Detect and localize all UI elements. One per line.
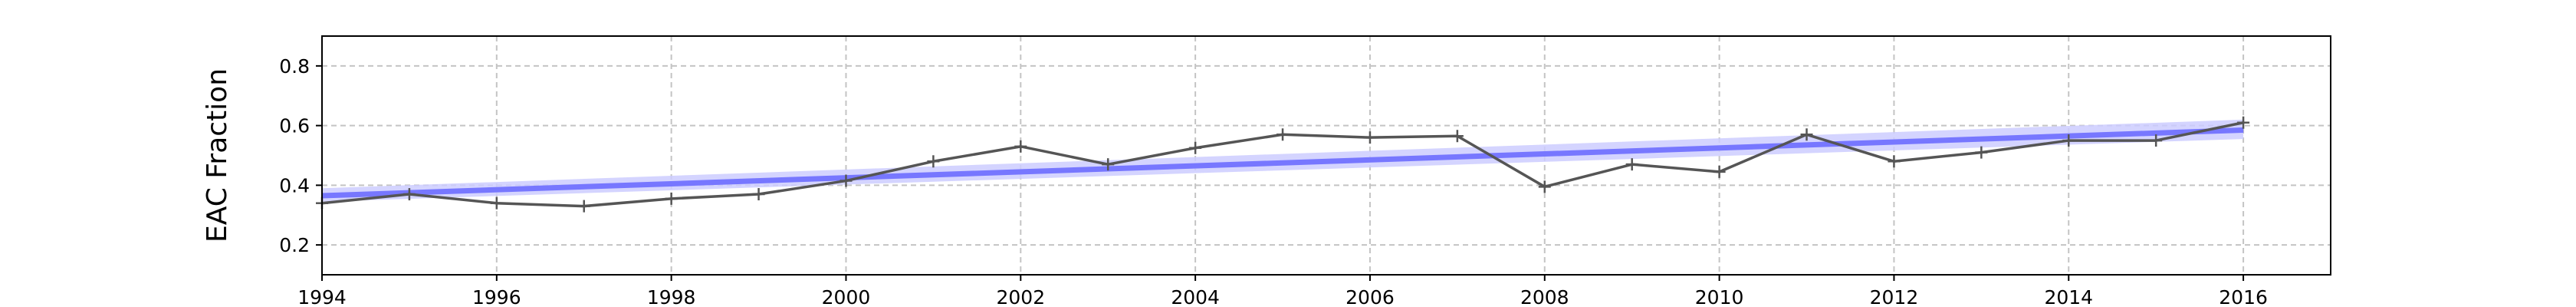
data-point — [1975, 146, 1988, 159]
trend-line — [321, 127, 2244, 199]
data-point — [1363, 131, 1376, 144]
data-point — [927, 155, 940, 168]
x-tick-label: 2002 — [996, 286, 1045, 307]
x-tick-label: 2000 — [822, 286, 871, 307]
trend-line-path — [321, 127, 2244, 199]
y-tick-label: 0.4 — [279, 174, 310, 196]
data-point — [1102, 158, 1115, 171]
y-axis-label: EAC Fraction — [202, 68, 233, 243]
data-point — [1451, 130, 1464, 143]
x-tick-label: 1994 — [297, 286, 347, 307]
y-tick-label: 0.6 — [279, 115, 310, 137]
x-axis-ticks: 1994 1996 1998 2000 2002 2004 2006 2008 2010 2012… — [297, 275, 2268, 307]
y-tick-label: 0.8 — [279, 55, 310, 78]
x-tick-label: 2014 — [2044, 286, 2093, 307]
x-tick-label: 2004 — [1171, 286, 1220, 307]
x-tick-label: 1998 — [647, 286, 696, 307]
data-point — [665, 192, 678, 205]
data-point — [1800, 128, 1813, 141]
plot-frame — [321, 35, 2331, 276]
data-point — [1276, 128, 1290, 141]
data-point — [402, 188, 416, 201]
data-point — [1625, 158, 1638, 171]
data-point — [2150, 134, 2163, 147]
y-tick-label: 0.2 — [279, 234, 310, 256]
x-tick-label: 2006 — [1346, 286, 1395, 307]
data-point — [2062, 134, 2075, 147]
data-point — [1888, 155, 1901, 168]
y-axis-ticks: 0.2 0.4 0.6 0.8 — [279, 55, 322, 256]
data-point — [1713, 165, 1726, 178]
data-point — [1538, 180, 1551, 193]
x-tick-label: 2016 — [2219, 286, 2268, 307]
data-point — [490, 196, 503, 210]
data-point — [577, 200, 590, 213]
data-point — [1189, 141, 1202, 154]
data-point — [1014, 140, 1027, 153]
data-point — [752, 188, 765, 201]
x-tick-label: 1996 — [472, 286, 521, 307]
x-tick-label: 2010 — [1695, 286, 1744, 307]
data-point — [2237, 116, 2250, 129]
data-point — [840, 174, 853, 187]
x-tick-label: 2008 — [1520, 286, 1569, 307]
x-tick-label: 2012 — [1870, 286, 1919, 307]
